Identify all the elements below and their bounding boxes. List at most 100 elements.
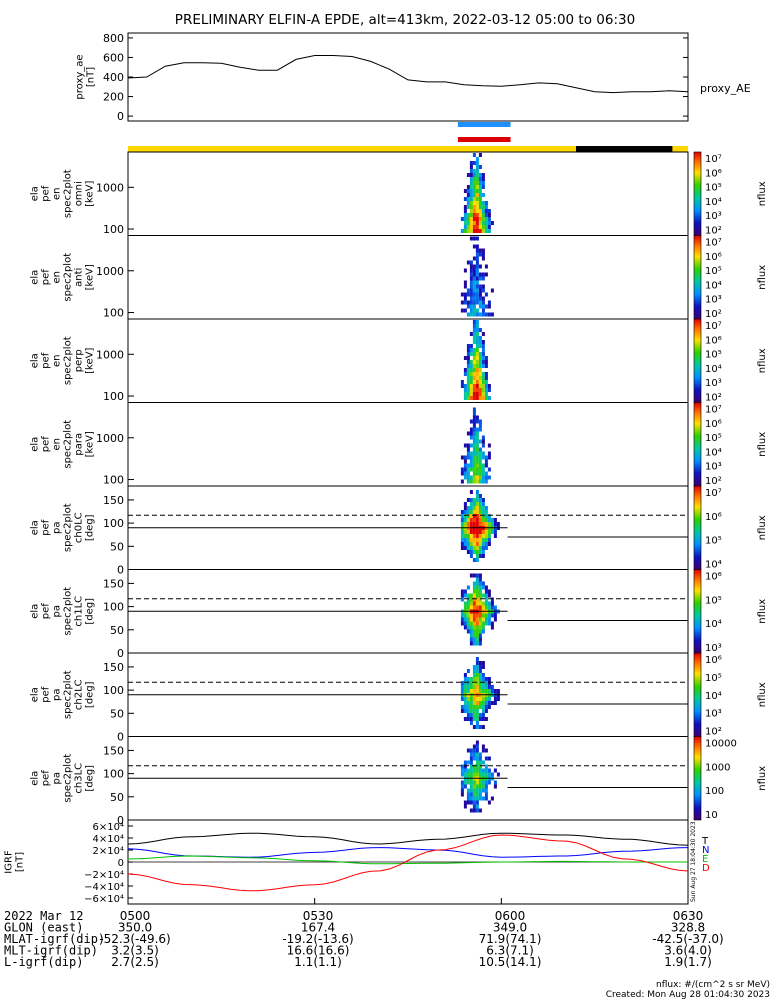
energy-spectrogram-cell — [475, 209, 479, 213]
energy-spectrogram-cell — [484, 272, 488, 277]
pitch-angle-spectrogram-cell — [475, 506, 479, 510]
pitch-angle-spectrogram-cell — [466, 705, 470, 709]
pitch-ytick-label: 0 — [117, 564, 124, 577]
energy-spectrogram-cell — [472, 268, 476, 273]
energy-spectrogram-cell — [481, 225, 485, 229]
pitch-angle-spectrogram-cell — [478, 534, 482, 538]
energy-spectrogram-cell — [469, 384, 473, 388]
energy-spectrogram-cell — [475, 165, 479, 169]
proxy-ae-ytick-label: 600 — [103, 51, 124, 64]
igrf-line-N — [127, 847, 689, 858]
pitch-angle-spectrogram-cell — [484, 697, 488, 701]
bottom-row-value: -42.5(-37.0) — [652, 932, 723, 946]
pitch-angle-spectrogram-cell — [466, 621, 470, 626]
pitch-angle-spectrogram-cell — [484, 546, 488, 550]
pitch-angle-spectrogram-cell — [472, 502, 476, 506]
pitch-colorbar-title: nflux — [757, 766, 768, 791]
pitch-angle-spectrogram-cell — [478, 752, 482, 757]
energy-spectrogram-cell — [478, 272, 482, 277]
pitch-angle-spectrogram-cell — [472, 709, 476, 713]
pitch-angle-spectrogram-cell — [472, 633, 476, 638]
energy-spectrogram-cell — [487, 312, 491, 317]
energy-spectrogram-cell — [472, 284, 476, 289]
energy-spectrogram-cell — [478, 479, 482, 484]
energy-spectrogram-cell — [484, 384, 488, 388]
bottom-row-value: 6.3(7.1) — [486, 944, 534, 958]
pitch-angle-spectrogram-cell — [478, 717, 482, 721]
ylabel-line: [nT] — [15, 852, 26, 872]
energy-spectrogram-cell — [481, 467, 485, 472]
pitch-angle-spectrogram-cell — [469, 613, 473, 618]
energy-spectrogram-cell — [463, 467, 467, 472]
pitch-angle-spectrogram-cell — [466, 792, 470, 797]
pitch-angle-spectrogram-cell — [466, 681, 470, 685]
energy-spectrogram-cell — [466, 475, 470, 480]
energy-spectrogram-cell — [463, 388, 467, 392]
energy-spectrogram-cell — [484, 463, 488, 468]
pitch-angle-spectrogram-cell — [463, 685, 467, 689]
energy-spectrogram-cell — [475, 336, 479, 340]
energy-spectrogram-cell — [469, 360, 473, 364]
bottom-row-value: 349.0 — [493, 921, 527, 935]
pitch-angle-spectrogram-cell — [496, 772, 500, 777]
pitch-angle-spectrogram-cell — [496, 689, 500, 693]
pitch-angle-spectrogram-cell — [481, 546, 485, 550]
energy-colorbar-label: 10² — [705, 309, 722, 320]
energy-spectrogram-cell — [472, 407, 476, 412]
ylabel-line: ela — [30, 186, 41, 201]
energy-spectrogram-cell — [484, 479, 488, 484]
pitch-angle-spectrogram-cell — [475, 713, 479, 717]
pitch-angle-spectrogram-cell — [478, 502, 482, 506]
pitch-angle-spectrogram-cell — [472, 808, 476, 813]
pitch-angle-spectrogram-cell — [481, 538, 485, 542]
pitch-angle-spectrogram-cell — [475, 717, 479, 721]
energy-spectrogram-cell — [469, 169, 473, 173]
pitch-angle-spectrogram-cell — [472, 800, 476, 805]
pitch-angle-spectrogram-cell — [478, 705, 482, 709]
energy-spectrogram-cell — [472, 244, 476, 249]
pitch-angle-spectrogram-cell — [475, 772, 479, 777]
pitch-angle-spectrogram-cell — [490, 701, 494, 705]
energy-spectrogram-cell — [472, 173, 476, 177]
ylabel-line: [keV] — [85, 264, 96, 290]
energy-spectrogram-cell — [484, 475, 488, 480]
pitch-angle-spectrogram-cell — [484, 589, 488, 594]
energy-spectrogram-cell — [466, 189, 470, 193]
pitch-angle-spectrogram-cell — [460, 621, 464, 626]
pitch-angle-spectrogram-cell — [487, 685, 491, 689]
energy-spectrogram-cell — [466, 455, 470, 460]
igrf-legend-N: N — [702, 845, 709, 856]
pitch-angle-spectrogram-cell — [475, 589, 479, 594]
energy-spectrogram-cell — [475, 221, 479, 225]
energy-spectrogram-cell — [463, 443, 467, 448]
pitch-angle-spectrogram-cell — [475, 709, 479, 713]
pitch-angle-spectrogram-cell — [469, 597, 473, 602]
energy-spectrogram-cell — [466, 479, 470, 484]
igrf-ytick-label: 6×10⁴ — [93, 822, 124, 833]
pitch-angle-spectrogram-cell — [463, 689, 467, 693]
pitch-angle-spectrogram-cell — [478, 673, 482, 677]
pitch-angle-spectrogram-cell — [475, 613, 479, 618]
energy-spectrogram-cell — [481, 332, 485, 336]
pitch-angle-spectrogram-cell — [478, 554, 482, 558]
pitch-angle-spectrogram-cell — [478, 514, 482, 518]
pitch-colorbar-label: 10⁴ — [705, 560, 722, 571]
energy-spectrogram-cell — [472, 439, 476, 444]
energy-spectrogram-cell — [475, 264, 479, 269]
pitch-angle-spectrogram-cell — [475, 530, 479, 534]
energy-spectrogram-cell — [460, 292, 464, 297]
energy-spectrogram-cell — [472, 459, 476, 464]
pitch-colorbar-label: 10⁵ — [705, 536, 722, 547]
energy-spectrogram-cell — [478, 475, 482, 480]
pitch-angle-spectrogram-cell — [469, 490, 473, 494]
pitch-angle-spectrogram-cell — [478, 756, 482, 761]
pitch-angle-spectrogram-cell — [469, 502, 473, 506]
igrf-legend-E: E — [702, 854, 708, 865]
pitch-angle-spectrogram-cell — [484, 677, 488, 681]
pitch-angle-spectrogram-cell — [472, 530, 476, 534]
energy-spectrogram-cell — [475, 364, 479, 368]
energy-spectrogram-cell — [469, 260, 473, 265]
pitch-angle-spectrogram-cell — [469, 633, 473, 638]
igrf-side-stamp: Sun Aug 27 18:04:30 2023 — [690, 821, 697, 902]
energy-spectrogram-cell — [475, 415, 479, 420]
